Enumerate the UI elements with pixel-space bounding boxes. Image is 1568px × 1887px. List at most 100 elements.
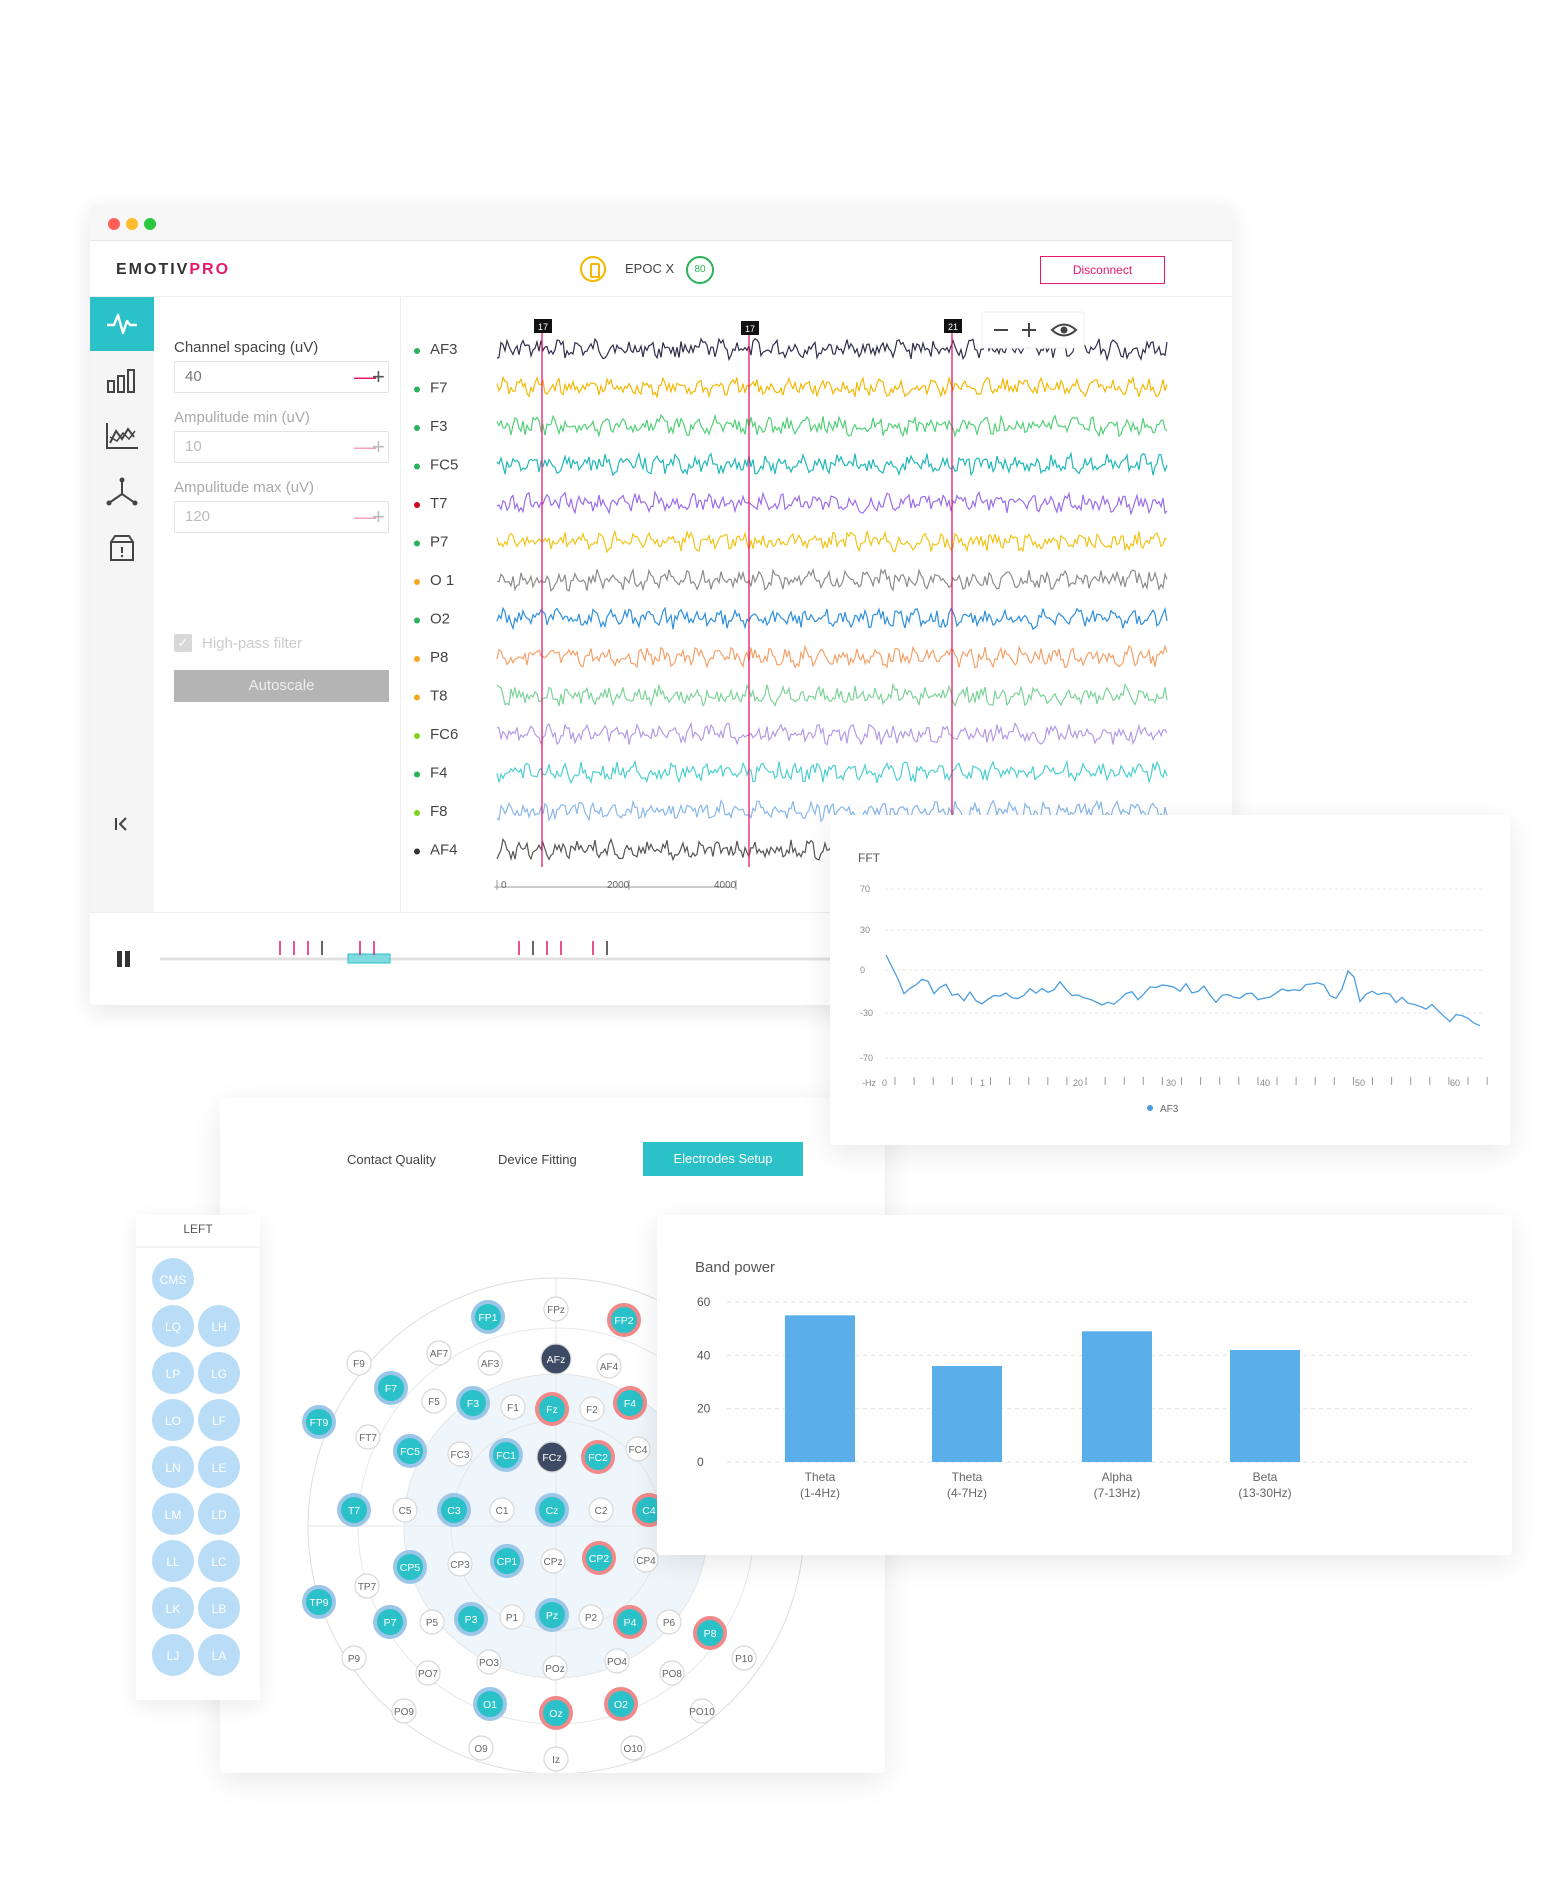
electrode-af3[interactable]: AF3 [477,1350,503,1376]
high-pass-filter-checkbox[interactable]: ✓ [174,634,192,652]
electrode-p9[interactable]: P9 [341,1645,367,1671]
close-window-button[interactable] [108,218,120,230]
reference-le[interactable]: LE [198,1446,240,1488]
electrode-tp9[interactable]: TP9 [302,1585,336,1619]
electrode-po10[interactable]: PO10 [689,1698,715,1724]
electrode-fz[interactable]: Fz [535,1392,569,1426]
electrode-fc1[interactable]: FC1 [489,1438,523,1472]
reference-lq[interactable]: LQ [152,1305,194,1347]
reference-lh[interactable]: LH [198,1305,240,1347]
electrode-p8[interactable]: P8 [693,1616,727,1650]
electrode-f4[interactable]: F4 [613,1386,647,1420]
electrode-ft7[interactable]: FT7 [355,1424,381,1450]
electrode-af4[interactable]: AF4 [596,1353,622,1379]
electrode-o1[interactable]: O1 [473,1687,507,1721]
reference-lf[interactable]: LF [198,1399,240,1441]
electrode-c1[interactable]: C1 [489,1497,515,1523]
band-bar[interactable] [932,1366,1002,1462]
electrode-po4[interactable]: PO4 [604,1648,630,1674]
electrode-cp2[interactable]: CP2 [582,1541,616,1575]
electrode-p5[interactable]: P5 [419,1609,445,1635]
maximize-window-button[interactable] [144,218,156,230]
electrode-fc2[interactable]: FC2 [581,1440,615,1474]
reference-cms[interactable]: CMS [152,1258,194,1300]
electrode-p2[interactable]: P2 [578,1604,604,1630]
reference-lm[interactable]: LM [152,1493,194,1535]
archive-tab[interactable] [90,521,154,575]
reference-lc[interactable]: LC [198,1540,240,1582]
electrode-c3[interactable]: C3 [437,1493,471,1527]
electrode-po3[interactable]: PO3 [476,1649,502,1675]
band-bar[interactable] [1230,1350,1300,1462]
reference-la[interactable]: LA [198,1634,240,1676]
band-bar[interactable] [785,1315,855,1462]
electrode-t7[interactable]: T7 [337,1493,371,1527]
electrode-p10[interactable]: P10 [731,1645,757,1671]
amplitude-min-decrement[interactable]: — [354,434,376,459]
channel-spacing-input[interactable]: 40 [174,361,389,393]
channel-spacing-increment[interactable]: + [372,364,385,389]
electrode-iz[interactable]: Iz [543,1746,569,1772]
zoom-in-button[interactable] [1022,323,1036,337]
electrode-cp5[interactable]: CP5 [393,1550,427,1584]
electrode-f2[interactable]: F2 [579,1396,605,1422]
electrode-f7[interactable]: F7 [374,1371,408,1405]
amplitude-max-input[interactable]: 120 [174,501,389,533]
band-power-tab[interactable] [90,353,154,407]
electrode-fc5[interactable]: FC5 [393,1434,427,1468]
electrode-af7[interactable]: AF7 [426,1340,452,1366]
autoscale-button[interactable]: Autoscale [174,670,389,702]
visibility-toggle-button[interactable] [1050,323,1078,337]
electrode-fp2[interactable]: FP2 [607,1303,641,1337]
electrode-fp1[interactable]: FP1 [471,1300,505,1334]
reference-lb[interactable]: LB [198,1587,240,1629]
reference-lg[interactable]: LG [198,1352,240,1394]
event-marker-badge[interactable] [944,319,962,333]
reference-ln[interactable]: LN [152,1446,194,1488]
electrode-f5[interactable]: F5 [421,1388,447,1414]
electrode-tp7[interactable]: TP7 [354,1573,380,1599]
electrode-p7[interactable]: P7 [373,1605,407,1639]
electrode-cz[interactable]: Cz [535,1493,569,1527]
performance-tab[interactable] [90,409,154,463]
electrode-cp3[interactable]: CP3 [447,1551,473,1577]
electrode-cp4[interactable]: CP4 [633,1547,659,1573]
amplitude-min-increment[interactable]: + [372,434,385,459]
tab-device-fitting[interactable]: Device Fitting [498,1152,577,1167]
electrode-c5[interactable]: C5 [392,1497,418,1523]
timeline-playhead[interactable] [347,953,391,964]
channel-spacing-decrement[interactable]: — [354,364,376,389]
electrode-p4[interactable]: P4 [613,1605,647,1639]
electrode-c2[interactable]: C2 [588,1497,614,1523]
waveform-tab[interactable] [90,297,154,351]
amplitude-max-decrement[interactable]: — [354,504,376,529]
electrode-fpz[interactable]: FPz [543,1296,569,1322]
electrode-o10[interactable]: O10 [620,1735,646,1761]
reference-lo[interactable]: LO [152,1399,194,1441]
electrode-f1[interactable]: F1 [500,1394,526,1420]
electrode-afz[interactable]: AFz [540,1343,572,1375]
disconnect-button[interactable]: Disconnect [1040,256,1165,284]
electrode-po8[interactable]: PO8 [659,1660,685,1686]
electrode-f3[interactable]: F3 [456,1386,490,1420]
amplitude-max-increment[interactable]: + [372,504,385,529]
electrode-oz[interactable]: Oz [539,1696,573,1730]
electrode-po7[interactable]: PO7 [415,1660,441,1686]
motion-tab[interactable] [90,465,154,519]
reference-ld[interactable]: LD [198,1493,240,1535]
minimize-window-button[interactable] [126,218,138,230]
electrode-poz[interactable]: POz [542,1655,568,1681]
reference-lp[interactable]: LP [152,1352,194,1394]
electrode-fc4[interactable]: FC4 [625,1436,651,1462]
electrode-f9[interactable]: F9 [346,1350,372,1376]
reference-lk[interactable]: LK [152,1587,194,1629]
reference-ll[interactable]: LL [152,1540,194,1582]
electrode-ft9[interactable]: FT9 [302,1405,336,1439]
electrode-o9[interactable]: O9 [468,1735,494,1761]
event-marker-badge[interactable] [534,319,552,333]
reference-lj[interactable]: LJ [152,1634,194,1676]
electrode-fc3[interactable]: FC3 [447,1441,473,1467]
electrode-cp1[interactable]: CP1 [490,1544,524,1578]
electrode-fcz[interactable]: FCz [536,1441,568,1473]
amplitude-min-input[interactable]: 10 [174,431,389,463]
